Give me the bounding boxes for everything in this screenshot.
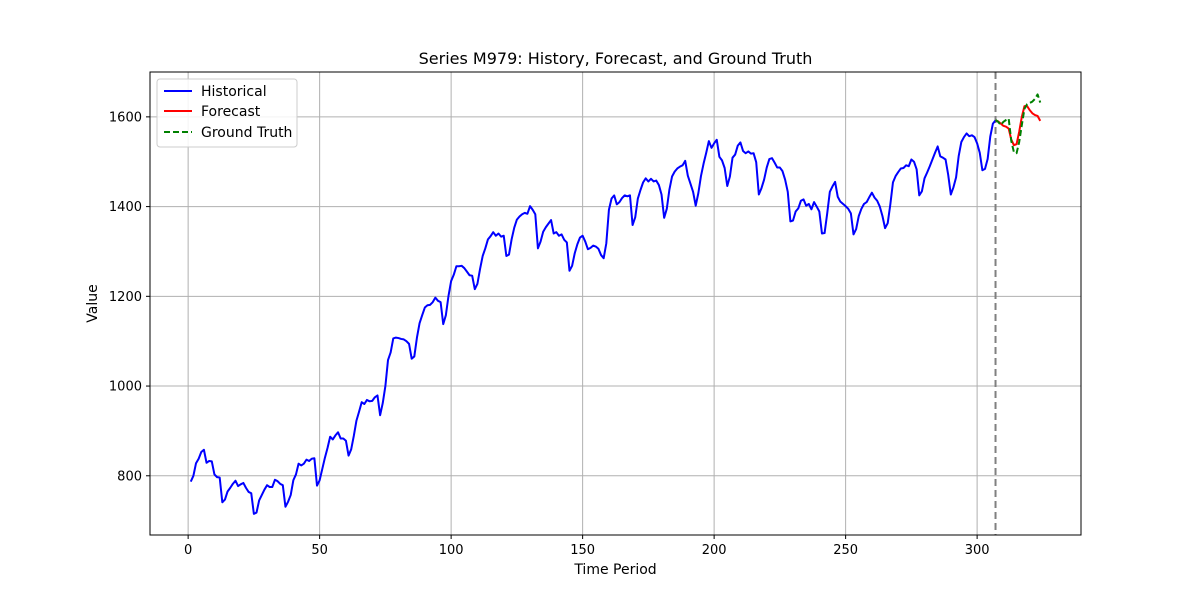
tick-layer: 0 50 100 150 200 250 300 800 1000 1200 1400 1600: [109, 110, 990, 558]
plot-frame: [149, 71, 1082, 536]
y-tick-label: 1200: [109, 290, 142, 305]
historical-line: [189, 119, 997, 515]
chart-title: Series M979: History, Forecast, and Grou…: [419, 49, 813, 68]
y-tick-label: 1600: [109, 110, 142, 125]
y-axis-label: Value: [85, 284, 101, 322]
y-tick-label: 1400: [109, 200, 142, 215]
y-tick-label: 1000: [109, 380, 142, 395]
legend-ground-truth-label: Ground Truth: [201, 125, 292, 141]
grid: [150, 72, 1081, 535]
legend-box: [156, 78, 298, 148]
x-tick-label: 0: [184, 543, 192, 558]
ground-truth-line: [994, 93, 1042, 155]
x-tick-label: 150: [570, 543, 595, 558]
x-tick-label: 300: [965, 543, 990, 558]
forecast-line: [995, 105, 1042, 147]
legend-forecast-label: Forecast: [201, 104, 261, 120]
x-tick-label: 50: [311, 543, 328, 558]
x-tick-label: 250: [833, 543, 858, 558]
series-layer: [189, 93, 1042, 515]
x-axis-label: Time Period: [573, 562, 656, 578]
legend-historical-label: Historical: [201, 84, 267, 100]
x-tick-label: 200: [702, 543, 727, 558]
x-tick-label: 100: [439, 543, 464, 558]
y-tick-label: 800: [117, 469, 142, 484]
legend: Historical Forecast Ground Truth: [156, 78, 298, 148]
